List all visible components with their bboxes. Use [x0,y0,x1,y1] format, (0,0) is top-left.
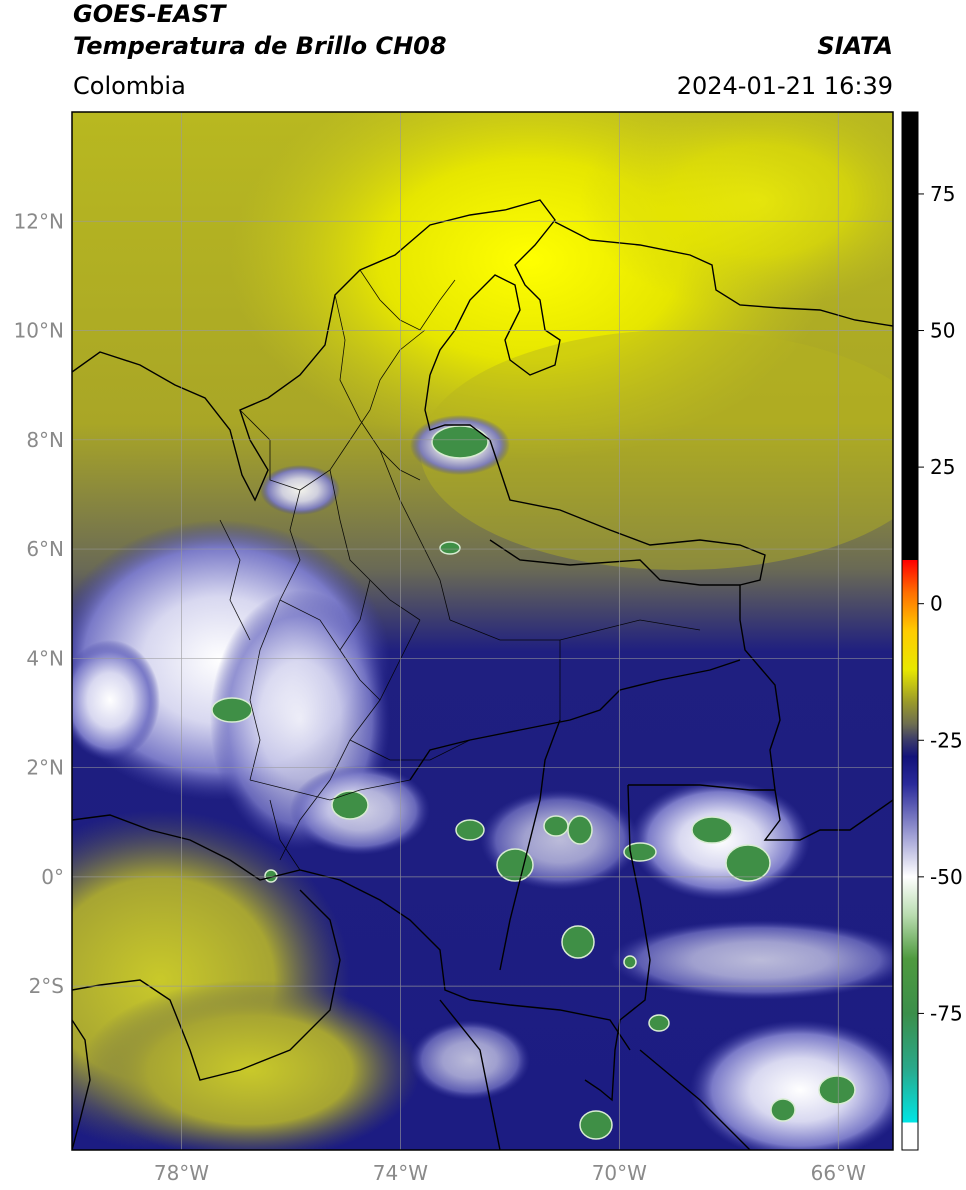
lat-tick-label: 6°N [26,537,64,561]
colorbar-tick-label: -50 [930,865,963,889]
brightness-temperature-field [72,112,893,1150]
colorbar-tick-label: -75 [930,1001,963,1025]
colorbar-tick-label: 0 [930,592,943,616]
lat-tick-label: 10°N [14,319,64,343]
lat-tick-label: 8°N [26,428,64,452]
latitude-tick-labels: 12°N 10°N 8°N 6°N 4°N 2°N 0° 2°S [14,209,64,998]
colorbar-tick-label: -25 [930,728,963,752]
internal-departments [219,269,701,871]
lat-tick-label: 0° [41,865,64,889]
product-title: Temperatura de Brillo CH08 [73,32,447,60]
lon-tick-label: 66°W [811,1161,866,1185]
lat-tick-label: 2°S [29,974,64,998]
lon-tick-label: 78°W [154,1161,209,1185]
coastlines-and-borders [72,199,893,1150]
lat-tick-label: 2°N [26,756,64,780]
colorbar-ticks: 75 50 25 0 -25 -50 -75 [918,182,963,1025]
lat-tick-label: 12°N [14,209,64,233]
longitude-tick-labels: 78°W 74°W 70°W 66°W [154,1161,866,1185]
colorbar: 75 50 25 0 -25 -50 -75 [901,111,963,1151]
lat-tick-label: 4°N [26,646,64,670]
colorbar-tick-label: 25 [930,455,955,479]
region-label: Colombia [73,72,186,100]
colorbar-tick-label: 50 [930,319,955,343]
colorbar-frame [901,111,919,1151]
institution-label: SIATA [817,32,893,60]
colorbar-gradient [902,112,918,1150]
graticule [72,112,893,1150]
datetime-label: 2024-01-21 16:39 [676,72,893,100]
lon-tick-label: 70°W [592,1161,647,1185]
lon-tick-label: 74°W [373,1161,428,1185]
map-frame [71,111,894,1151]
colorbar-tick-label: 75 [930,182,955,206]
satellite-title: GOES-EAST [73,0,226,28]
